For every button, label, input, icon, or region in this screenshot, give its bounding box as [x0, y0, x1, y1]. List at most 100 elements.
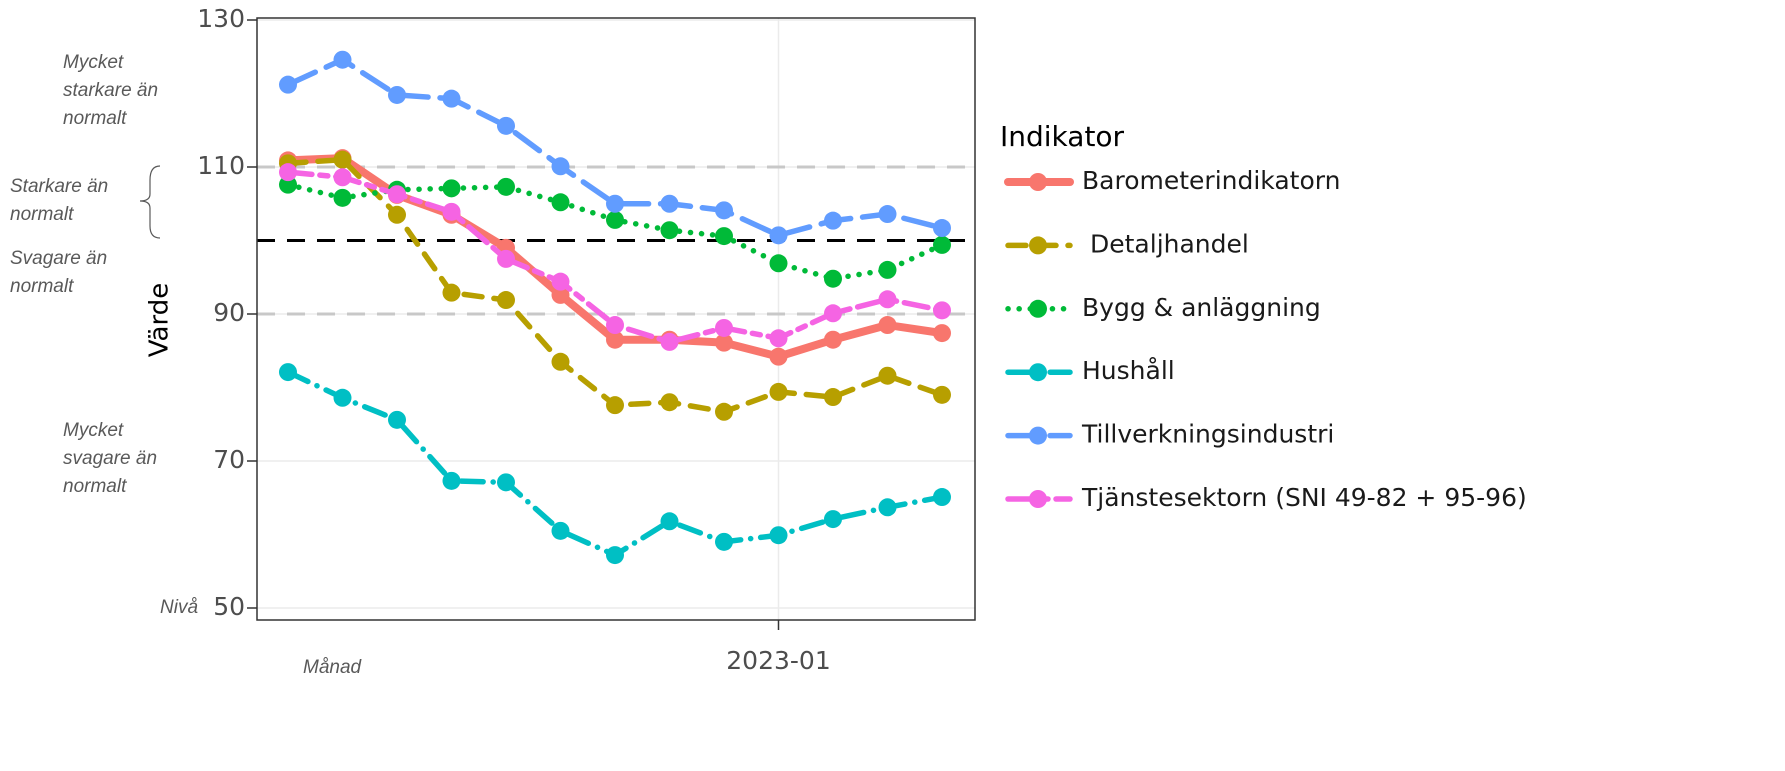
point	[279, 163, 297, 182]
point	[442, 283, 461, 302]
point	[824, 330, 842, 349]
point	[279, 75, 297, 94]
point	[878, 366, 897, 385]
annotation: Nivå	[160, 597, 198, 618]
point	[715, 402, 733, 421]
point	[824, 388, 842, 407]
point	[715, 532, 733, 551]
point	[660, 194, 679, 213]
point	[878, 290, 897, 309]
y-tick-label: 90	[213, 298, 245, 327]
point	[333, 50, 352, 69]
y-tick-label: 50	[213, 592, 245, 621]
point	[933, 324, 951, 343]
y-tick-label: 130	[197, 4, 245, 33]
point	[388, 185, 406, 204]
point	[878, 205, 897, 224]
annotations: Mycket starkare än normalt Starkare än norma…	[10, 52, 363, 678]
point	[333, 188, 352, 207]
point	[442, 179, 461, 198]
point	[769, 226, 788, 245]
point	[388, 205, 406, 224]
point	[933, 488, 951, 507]
point	[279, 363, 297, 382]
x-tick-label: 2023-01	[726, 646, 830, 675]
point	[933, 235, 951, 254]
grid	[257, 18, 975, 620]
point	[878, 260, 897, 279]
plot-frame	[256, 17, 976, 621]
point	[388, 410, 406, 429]
point	[551, 352, 570, 371]
point	[606, 210, 624, 229]
point	[551, 521, 570, 540]
legend-key-point	[1029, 173, 1047, 191]
point	[606, 396, 624, 415]
point	[606, 330, 624, 349]
point	[878, 316, 897, 335]
point	[660, 393, 679, 412]
legend-label: Hushåll	[1082, 356, 1175, 385]
legend-key-point	[1029, 236, 1047, 255]
point	[606, 546, 624, 565]
legend-label: Barometerindikatorn	[1082, 166, 1340, 195]
point	[660, 512, 679, 531]
legend-label: Detaljhandel	[1090, 229, 1249, 258]
point	[769, 347, 788, 366]
point	[715, 201, 733, 220]
point	[824, 304, 842, 323]
y-tick-label: 70	[213, 445, 245, 474]
point	[660, 332, 679, 351]
point	[497, 249, 515, 268]
point	[333, 388, 352, 407]
y-tick-label: 110	[197, 151, 245, 180]
point	[715, 333, 733, 352]
annotation: Mycket	[63, 420, 124, 441]
point	[769, 254, 788, 273]
point	[551, 193, 570, 212]
point	[442, 89, 461, 108]
point	[933, 301, 951, 320]
point	[333, 150, 352, 169]
point	[551, 272, 570, 291]
point	[769, 382, 788, 401]
annotation: svagare än	[63, 448, 157, 469]
point	[497, 473, 515, 492]
legend: Barometerindikatorn Detaljhandel Bygg & an…	[1004, 166, 1527, 512]
point	[279, 175, 297, 194]
annotation: starkare än	[63, 80, 158, 101]
point	[824, 510, 842, 529]
legend-label: Tjänstesektorn (SNI 49-82 + 95-96)	[1081, 483, 1527, 512]
point	[551, 157, 570, 176]
point	[551, 285, 570, 304]
annotation: Mycket	[63, 52, 124, 73]
point	[497, 177, 515, 196]
point	[660, 221, 679, 240]
annotation: normalt	[10, 276, 74, 297]
legend-key-point	[1029, 299, 1047, 318]
series-lines	[279, 50, 951, 565]
point	[497, 291, 515, 310]
legend-label: Tillverkningsindustri	[1081, 420, 1334, 449]
legend-key-point	[1029, 363, 1047, 382]
legend-title: Indikator	[1000, 120, 1125, 153]
point	[933, 385, 951, 404]
point	[769, 526, 788, 545]
point	[878, 498, 897, 517]
legend-key-point	[1029, 426, 1047, 445]
legend-key-point	[1029, 490, 1047, 508]
brace	[139, 165, 161, 239]
annotation: normalt	[63, 108, 127, 129]
point	[824, 211, 842, 230]
legend-label: Bygg & anläggning	[1082, 293, 1321, 322]
annotation: normalt	[63, 476, 127, 497]
point	[442, 202, 461, 221]
point	[442, 471, 461, 490]
point	[388, 85, 406, 104]
point	[497, 116, 515, 135]
point	[606, 194, 624, 213]
point	[769, 329, 788, 348]
point	[933, 219, 951, 238]
y-axis-title: Värde	[145, 283, 175, 357]
